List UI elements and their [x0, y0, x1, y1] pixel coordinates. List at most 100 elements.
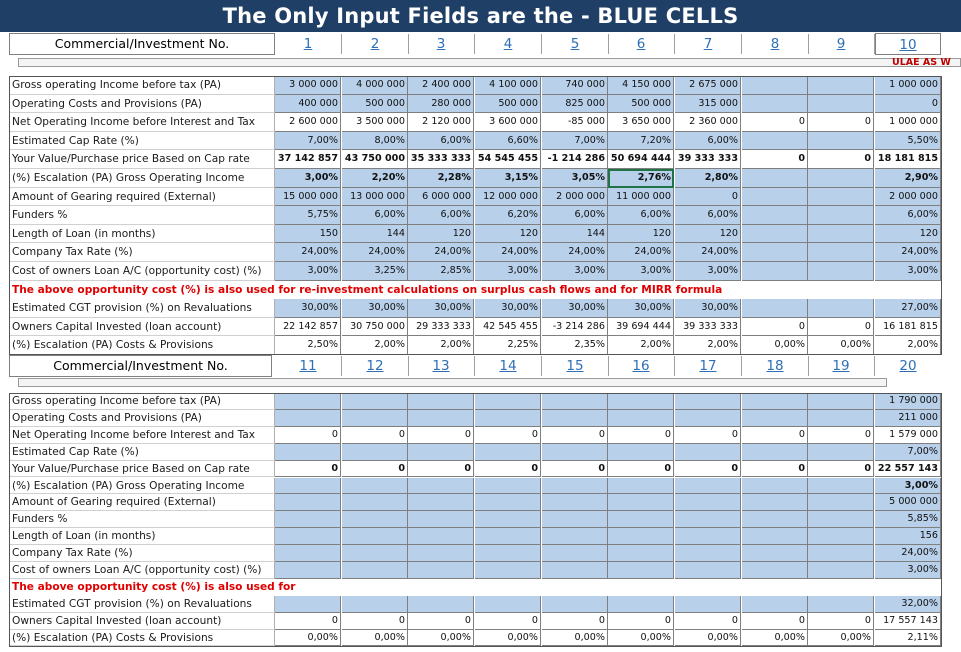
table-cell[interactable]: 144 — [542, 224, 608, 244]
table-cell[interactable]: 35 333 333 — [408, 150, 474, 169]
table-cell[interactable]: 6,00% — [408, 206, 474, 225]
table-cell[interactable] — [675, 443, 741, 461]
table-cell[interactable]: 29 333 333 — [408, 317, 474, 337]
table-cell[interactable]: 0,00% — [475, 629, 541, 647]
table-cell[interactable] — [408, 494, 474, 512]
table-cell[interactable]: 2,00% — [408, 336, 474, 355]
table-cell[interactable] — [808, 409, 874, 427]
table-cell[interactable] — [675, 595, 741, 613]
table-cell[interactable]: 24,00% — [675, 243, 741, 262]
table-cell[interactable]: 50 694 444 — [608, 150, 674, 169]
table-cell[interactable]: 24,00% — [475, 243, 541, 262]
table-cell[interactable] — [608, 477, 674, 495]
table-cell[interactable]: 4 150 000 — [608, 76, 674, 95]
table-cell[interactable]: 825 000 — [542, 94, 608, 114]
table-cell[interactable]: 0 — [808, 113, 874, 132]
table-cell[interactable]: 30,00% — [542, 299, 608, 318]
table-cell[interactable]: 1 790 000 — [875, 393, 941, 410]
table-cell[interactable]: 2,85% — [408, 262, 474, 281]
table-cell[interactable] — [408, 511, 474, 529]
table-cell[interactable] — [342, 443, 408, 461]
table-cell[interactable]: 2,00% — [675, 336, 741, 355]
table-cell[interactable] — [675, 393, 741, 410]
table-cell[interactable]: 3,00% — [875, 262, 941, 281]
table-cell[interactable] — [675, 477, 741, 495]
table-cell[interactable] — [742, 595, 808, 613]
table-cell[interactable]: 0 — [675, 460, 741, 478]
table-cell[interactable] — [742, 187, 808, 207]
section1-scrollbar[interactable] — [18, 58, 961, 67]
table-cell[interactable] — [742, 545, 808, 562]
table-cell[interactable]: 2,25% — [475, 336, 541, 355]
table-cell[interactable]: 0,00% — [808, 336, 874, 355]
table-cell[interactable]: 1 000 000 — [875, 113, 941, 132]
table-cell[interactable]: 3,00% — [608, 262, 674, 281]
column-number-11[interactable]: 11 — [299, 358, 317, 374]
table-cell[interactable] — [408, 528, 474, 546]
table-cell[interactable]: 2 400 000 — [408, 76, 474, 95]
table-cell[interactable]: 1 579 000 — [875, 426, 941, 444]
table-cell[interactable] — [408, 443, 474, 461]
table-cell[interactable]: 3,00% — [275, 262, 341, 281]
table-cell[interactable]: 500 000 — [608, 94, 674, 114]
table-cell[interactable]: 0 — [742, 150, 808, 169]
table-cell[interactable] — [608, 562, 674, 579]
table-cell[interactable] — [408, 595, 474, 613]
table-cell[interactable]: 30,00% — [475, 299, 541, 318]
table-cell[interactable] — [808, 206, 874, 225]
table-cell[interactable]: 6,00% — [342, 206, 408, 225]
table-cell[interactable]: 0 — [742, 612, 808, 630]
table-cell[interactable] — [542, 562, 608, 579]
table-cell[interactable]: 30,00% — [342, 299, 408, 318]
table-cell[interactable] — [608, 545, 674, 562]
table-cell[interactable] — [808, 562, 874, 579]
table-cell[interactable]: 2 120 000 — [408, 113, 474, 132]
table-cell[interactable]: 16 181 815 — [875, 317, 941, 337]
table-cell[interactable]: 5,75% — [275, 206, 341, 225]
table-cell[interactable]: 0 — [742, 317, 808, 337]
column-number-14[interactable]: 14 — [499, 358, 517, 374]
table-cell[interactable]: 0,00% — [742, 336, 808, 355]
table-cell[interactable]: 500 000 — [475, 94, 541, 114]
table-cell[interactable] — [475, 443, 541, 461]
table-cell[interactable]: 3,15% — [475, 169, 541, 188]
table-cell[interactable]: 120 — [608, 224, 674, 244]
table-cell[interactable]: 39 333 333 — [675, 150, 741, 169]
table-cell[interactable] — [808, 262, 874, 281]
table-cell[interactable]: 7,00% — [875, 443, 941, 461]
table-cell[interactable]: 2 600 000 — [275, 113, 341, 132]
table-cell[interactable] — [808, 545, 874, 562]
table-cell[interactable]: 7,00% — [542, 131, 608, 151]
table-cell[interactable] — [742, 409, 808, 427]
table-cell[interactable]: 400 000 — [275, 94, 341, 114]
table-cell[interactable] — [542, 393, 608, 410]
table-cell[interactable]: 3 600 000 — [475, 113, 541, 132]
table-cell[interactable]: 54 545 455 — [475, 150, 541, 169]
table-cell[interactable]: 0,00% — [608, 629, 674, 647]
table-cell[interactable]: 2,00% — [608, 336, 674, 355]
table-cell[interactable]: 24,00% — [342, 243, 408, 262]
table-cell[interactable] — [742, 224, 808, 244]
table-cell[interactable] — [342, 511, 408, 529]
table-cell[interactable] — [408, 393, 474, 410]
table-cell[interactable]: 500 000 — [342, 94, 408, 114]
table-cell[interactable] — [342, 545, 408, 562]
table-cell[interactable] — [342, 494, 408, 512]
table-cell[interactable] — [275, 477, 341, 495]
table-cell[interactable]: 0 — [275, 426, 341, 444]
table-cell[interactable]: 32,00% — [875, 595, 941, 613]
table-cell[interactable]: 0 — [475, 612, 541, 630]
table-cell[interactable] — [408, 409, 474, 427]
table-cell[interactable] — [475, 393, 541, 410]
table-cell[interactable] — [342, 393, 408, 410]
column-number-6[interactable]: 6 — [636, 36, 646, 52]
table-cell[interactable] — [808, 299, 874, 318]
table-cell[interactable]: 0 — [342, 612, 408, 630]
table-cell[interactable]: 0 — [408, 612, 474, 630]
table-cell[interactable] — [542, 545, 608, 562]
table-cell[interactable]: 30,00% — [275, 299, 341, 318]
table-cell[interactable] — [275, 443, 341, 461]
table-cell[interactable] — [808, 243, 874, 262]
table-cell[interactable]: 2,76% — [608, 169, 674, 188]
table-cell[interactable] — [475, 477, 541, 495]
